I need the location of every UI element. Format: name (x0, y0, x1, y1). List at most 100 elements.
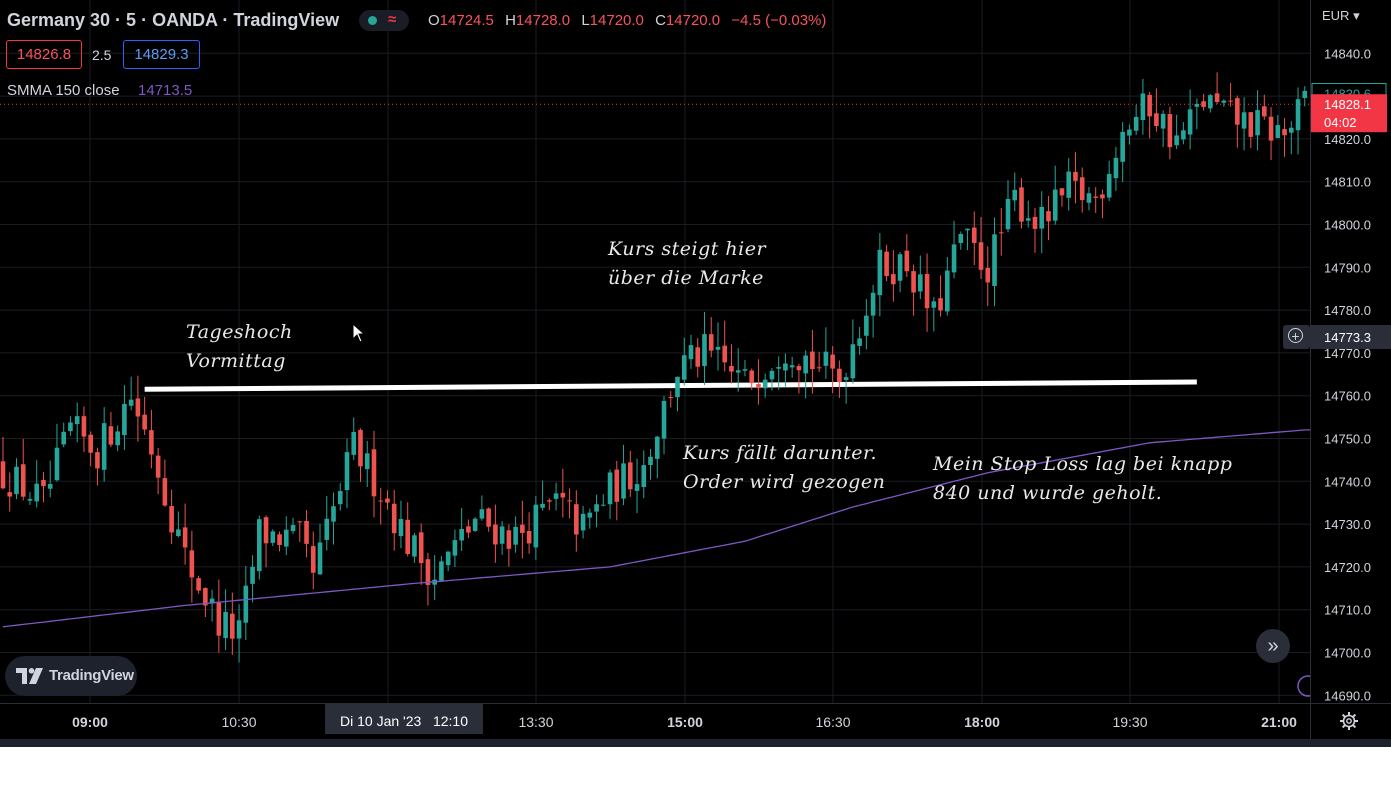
candle (695, 338, 701, 378)
candle-body (459, 529, 464, 541)
candle (931, 297, 937, 332)
candle-body (216, 602, 222, 636)
candle-body (128, 399, 134, 406)
annotation-tageshoch[interactable]: Tageshoch Vormittag (186, 321, 293, 372)
tradingview-mark-icon (16, 668, 43, 684)
candle-body (796, 366, 802, 371)
candle-body (297, 521, 303, 523)
candle (911, 264, 916, 316)
candle (108, 412, 114, 448)
last-price-text: 14828.1 (1324, 97, 1371, 112)
buy-button[interactable]: 14829.3 (123, 40, 200, 69)
gear-icon[interactable] (1339, 711, 1359, 731)
candle-body (142, 414, 147, 430)
candle (7, 472, 13, 512)
candle-body (310, 546, 316, 573)
add-alert-button[interactable]: + (1283, 325, 1310, 349)
candle (216, 579, 222, 653)
candle-body (735, 370, 741, 373)
candle (223, 589, 228, 651)
candle (1032, 207, 1038, 253)
price-tick-label: 14800.0 (1324, 218, 1371, 233)
currency-selector[interactable]: EUR ▾ (1322, 8, 1360, 23)
candle (1282, 118, 1287, 157)
candle-body (1282, 129, 1287, 136)
candle (627, 450, 633, 497)
candle (445, 551, 451, 572)
candle-body (445, 551, 451, 566)
candle-body (398, 519, 404, 537)
candle (230, 592, 235, 655)
candle (277, 531, 282, 552)
candle (236, 604, 242, 663)
candle (735, 348, 741, 392)
candle-body (196, 578, 201, 591)
candle (1241, 97, 1247, 151)
candle (864, 299, 869, 350)
candle-body (74, 416, 80, 425)
market-status[interactable]: ≈ (359, 10, 409, 31)
price-tick-label: 14690.0 (1324, 688, 1371, 703)
time-tick-label: 15:00 (667, 714, 703, 730)
time-axis[interactable]: 09:00 10:30 13:30 15:00 16:30 18:00 19:30 21:00… (0, 703, 1310, 739)
candle-body (472, 518, 478, 531)
price-axis[interactable]: 14690.0 14700.0 14710.0 14720.0 14730.0 14740… (1310, 0, 1391, 703)
data-delay-wave-icon: ≈ (388, 11, 397, 28)
candle-body (985, 267, 991, 283)
candle (324, 495, 330, 551)
candle-body (553, 493, 559, 499)
annotation-kurs-steigt[interactable]: Kurs steigt hier über die Marke (608, 238, 767, 289)
candle-body (439, 561, 444, 581)
candle (547, 498, 552, 511)
candle (924, 253, 930, 332)
time-tick-label: 10:30 (221, 714, 256, 730)
candle (506, 524, 512, 567)
candle-body (729, 366, 734, 372)
candle (0, 436, 6, 490)
candle-body (1147, 94, 1152, 117)
candle-body (162, 478, 168, 506)
candle-body (776, 367, 781, 369)
candle-body (1268, 116, 1274, 141)
candle-body (904, 250, 910, 272)
smma-indicator-label[interactable]: SMMA 150 close (7, 82, 120, 99)
candlestick-chart[interactable] (0, 0, 1310, 703)
sell-button[interactable]: 14826.8 (6, 40, 82, 69)
annotation-stop-loss[interactable]: Mein Stop Loss lag bei knapp 840 und wur… (933, 453, 1233, 504)
tradingview-logo[interactable]: TradingView (5, 656, 137, 696)
candle (938, 275, 943, 317)
day-high-level-line[interactable] (144, 379, 1197, 392)
symbol-title[interactable]: Germany 30 · 5 · OANDA · TradingView (7, 10, 340, 30)
candle-body (837, 368, 842, 383)
smma-150-line[interactable] (2, 429, 1310, 628)
candle-body (695, 347, 701, 367)
candle-body (877, 249, 883, 296)
candle (1066, 158, 1072, 211)
candle (1100, 189, 1105, 218)
candle-body (756, 384, 761, 389)
candle-body (803, 355, 808, 374)
candle (149, 409, 154, 469)
candle (74, 402, 80, 443)
candle (722, 320, 728, 372)
candle-body (1079, 177, 1085, 201)
candle-body (722, 345, 728, 363)
candle (499, 521, 505, 555)
candle (1214, 72, 1220, 105)
candle (317, 523, 323, 575)
indicator-badge-icon[interactable] (1297, 675, 1310, 697)
candle (654, 435, 660, 479)
candle (310, 531, 316, 590)
scroll-to-realtime-button[interactable]: » (1256, 629, 1290, 663)
candle-body (68, 422, 73, 432)
candle (459, 507, 464, 552)
candle (493, 504, 498, 563)
last-price-tag (1311, 94, 1387, 133)
candle (1302, 86, 1308, 107)
candle-body (1194, 103, 1200, 107)
candle (1039, 191, 1045, 254)
candle-body (601, 504, 606, 506)
chart-pane[interactable]: Germany 30 · 5 · OANDA · TradingView ≈ O… (0, 0, 1310, 703)
annotation-kurs-faellt[interactable]: Kurs fällt darunter. Order wird gezogen (683, 442, 886, 493)
candle (877, 233, 883, 317)
